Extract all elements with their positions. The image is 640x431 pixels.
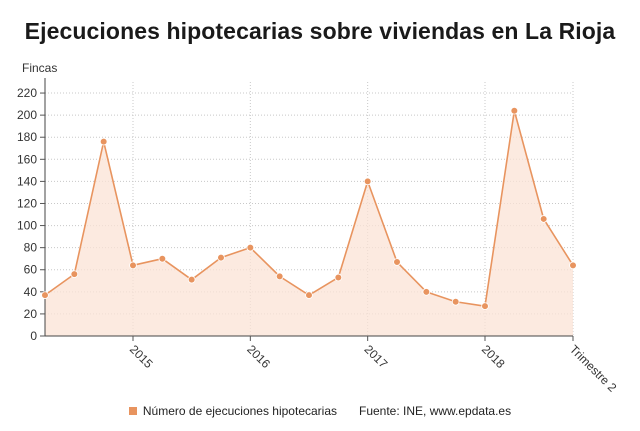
data-point [129,261,137,270]
chart-footer: Número de ejecuciones hipotecarias Fuent… [0,404,640,418]
y-tick-label: 80 [24,241,38,255]
data-point [70,270,79,278]
y-ticks: 0 20 40 60 80 100 120 140 160 180 200 220 [17,86,45,343]
y-tick-label: 40 [24,285,38,299]
data-point [422,288,431,296]
chart-title: Ejecuciones hipotecarias sobre viviendas… [24,18,616,44]
y-tick-label: 20 [24,307,38,321]
data-point [334,273,343,282]
y-tick-label: 160 [17,152,37,166]
data-point [187,275,196,284]
y-tick-label: 100 [17,219,37,233]
data-points [41,106,577,310]
y-tick-label: 180 [17,130,37,144]
y-tick-label: 60 [24,263,38,277]
data-point [451,297,460,306]
data-point [305,291,313,299]
data-point [41,291,49,299]
data-point [158,254,167,263]
data-point [217,253,225,262]
y-tick-label: 120 [17,196,37,210]
data-point [275,272,284,281]
x-tick-label: Trimestre 2 [567,342,620,395]
x-tick-label: 2015 [127,342,156,371]
x-tick-label: 2018 [479,342,508,371]
series-area [45,110,573,337]
x-ticks: 2015 2016 2017 2018 Trimestre 2 [127,336,620,395]
data-point [510,106,519,115]
y-tick-label: 140 [17,174,37,188]
data-point [363,177,372,186]
data-point [99,137,108,146]
y-axis-label: Fincas [22,61,58,75]
data-point [569,261,577,270]
data-point [246,243,255,252]
data-point [539,215,548,223]
x-tick-label: 2016 [244,342,273,371]
data-point [393,258,401,266]
area-fill [45,110,573,337]
y-tick-label: 0 [30,329,37,343]
x-tick-label: 2017 [362,342,391,371]
legend-swatch [128,407,137,415]
legend-label: Número de ejecuciones hipotecarias [142,404,337,418]
legend-item: Número de ejecuciones hipotecarias [128,404,337,418]
data-point [481,302,489,310]
source-note: Fuente: INE, www.epdata.es [359,404,512,418]
y-tick-label: 200 [17,108,37,122]
y-tick-label: 220 [17,86,37,100]
